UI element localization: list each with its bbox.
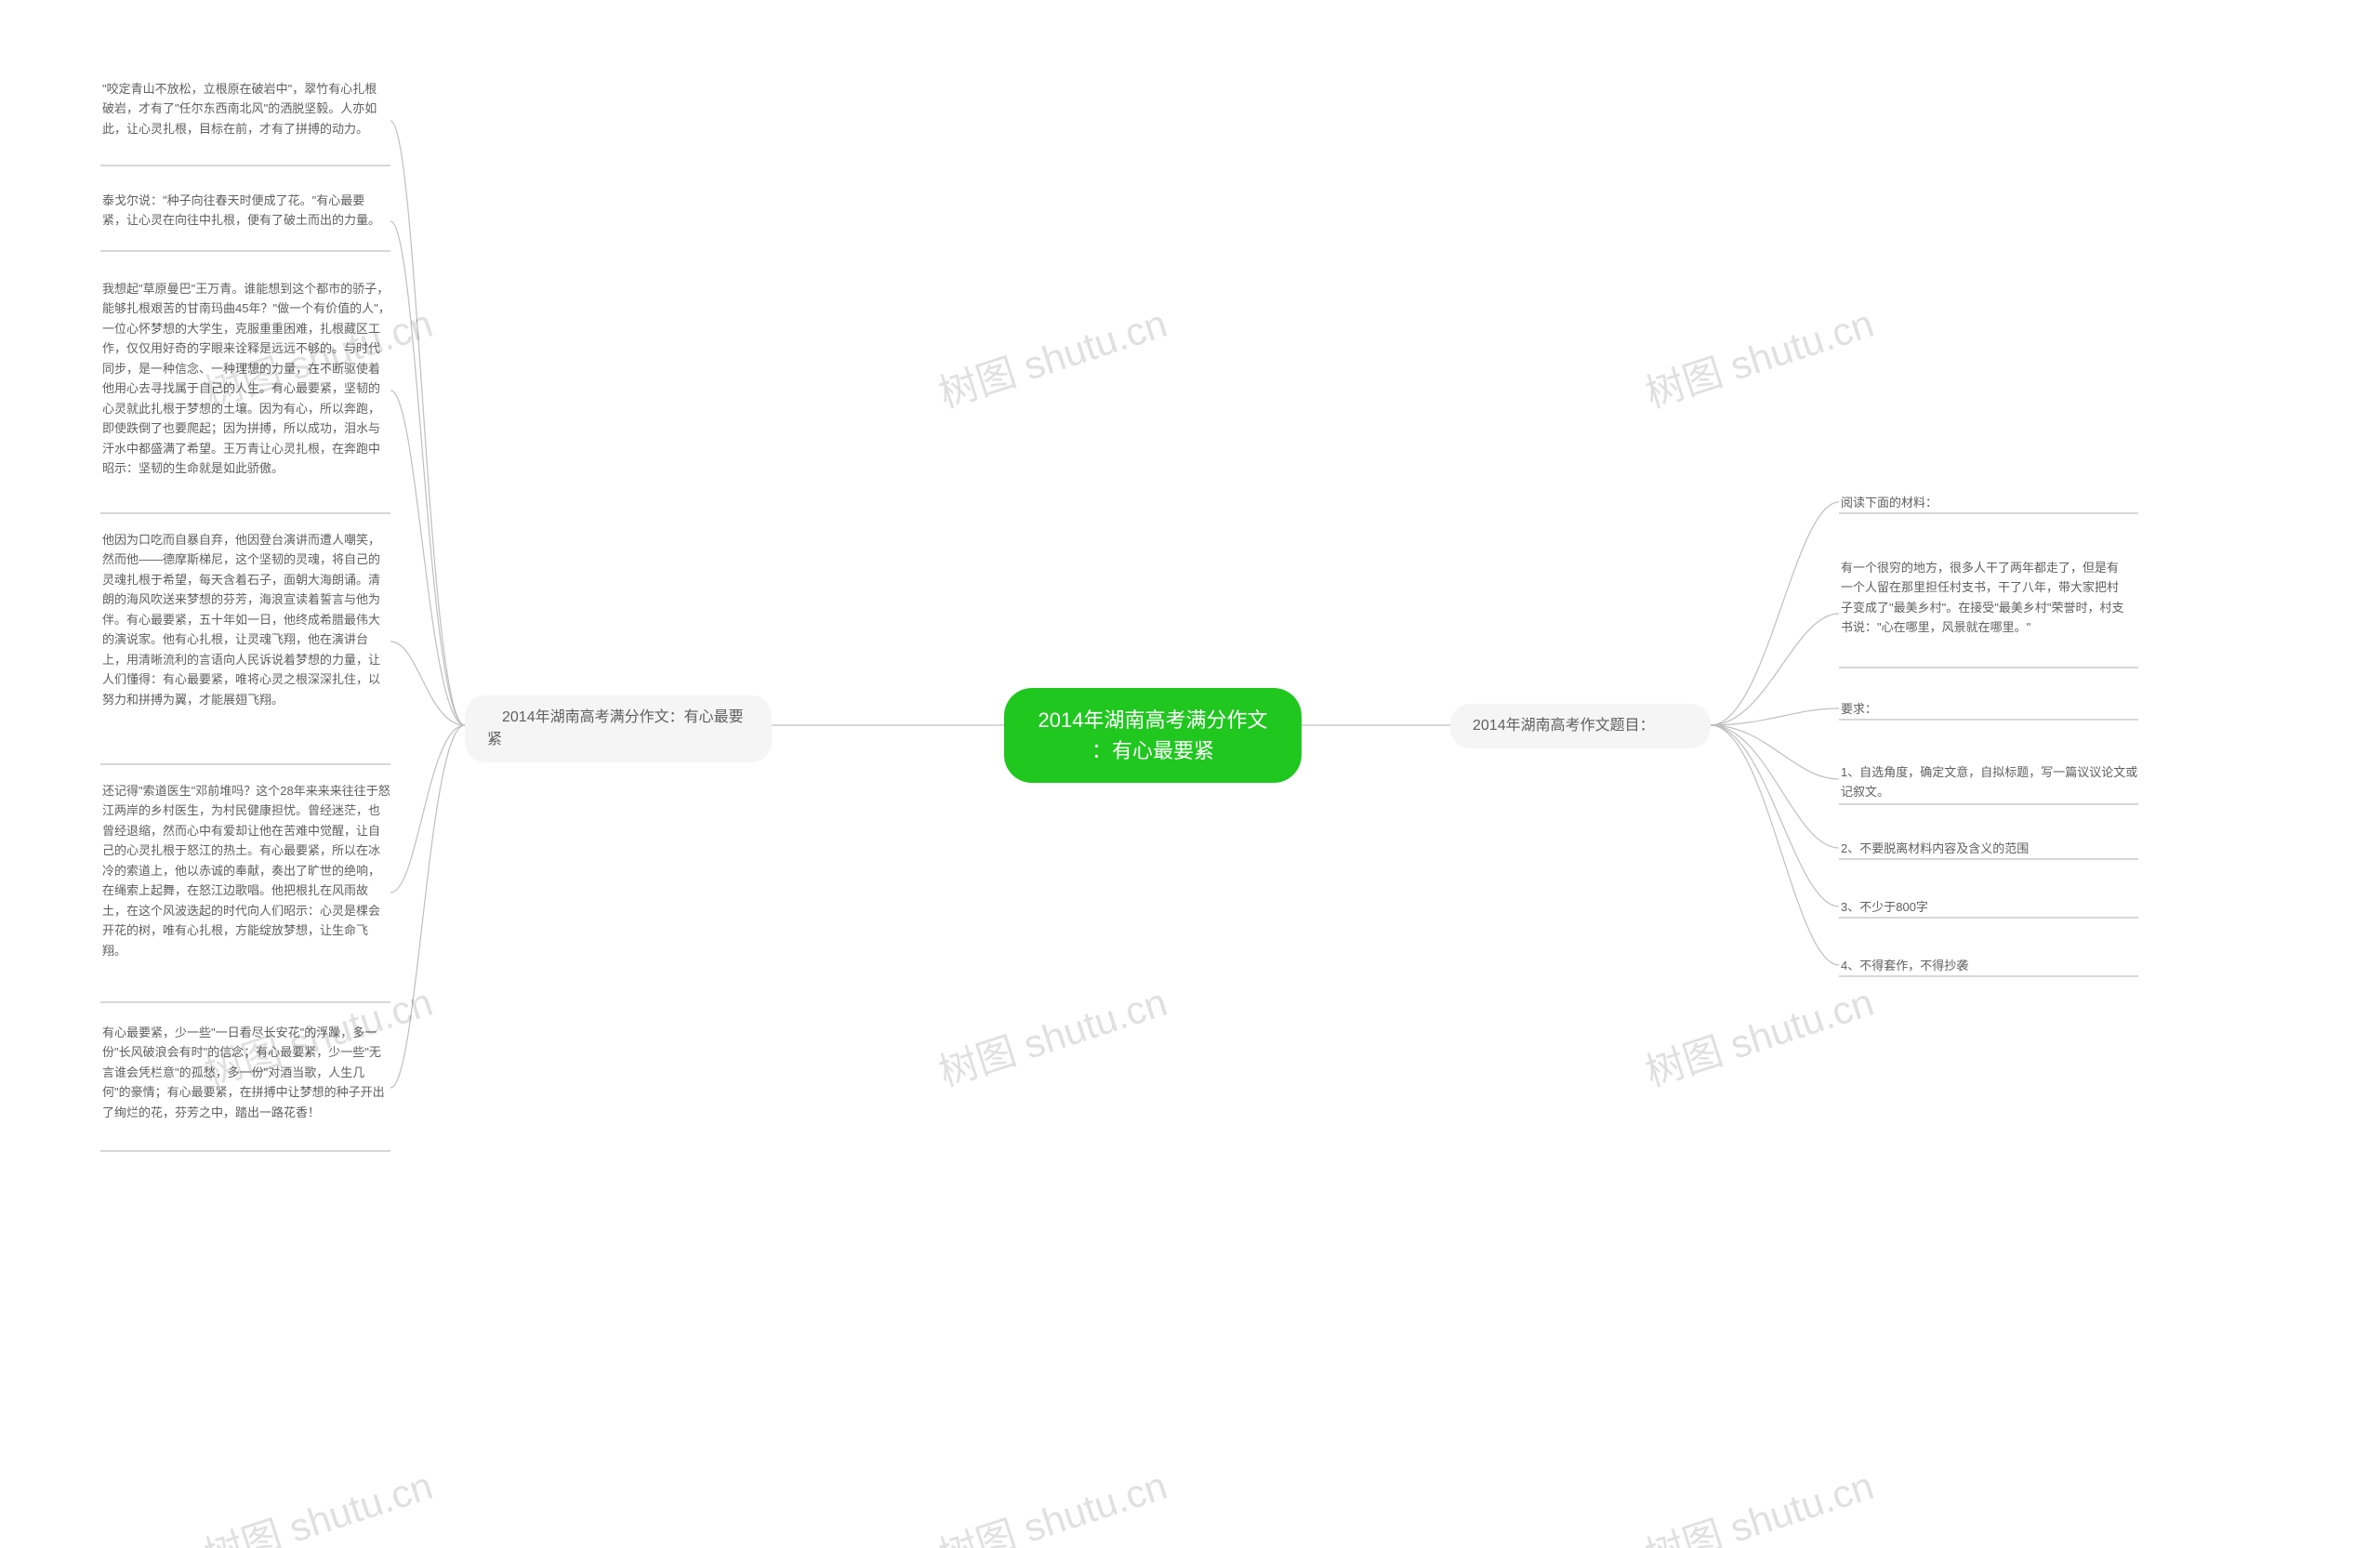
watermark-4-text: 树图 shutu.cn — [1640, 980, 1879, 1094]
left-leaf-2: 我想起"草原曼巴"王万青。谁能想到这个都市的骄子，能够扎根艰苦的甘南玛曲45年？… — [102, 279, 390, 478]
right-branch-node[interactable]: 2014年湖南高考作文题目： — [1450, 704, 1711, 748]
left-leaf-3: 他因为口吃而自暴自弃，他因登台演讲而遭人嘲笑，然而他——德摩斯梯尼，这个坚韧的灵… — [102, 530, 390, 709]
watermark-7-text: 树图 shutu.cn — [1640, 1463, 1879, 1548]
left-leaf-0-text: "咬定青山不放松，立根原在破岩中"，翠竹有心扎根破岩，才有了"任尔东西南北风"的… — [102, 82, 377, 136]
right-leaf-3-text: 1、自选角度，确定文意，自拟标题，写一篇议议论文或记叙文。 — [1841, 765, 2137, 799]
watermark-5: 树图 shutu.cn — [196, 1454, 439, 1548]
right-leaf-4: 2、不要脱离材料内容及含义的范围 — [1841, 839, 2120, 858]
mindmap-canvas: 2014年湖南高考满分作文 ：有心最要紧 2014年湖南高考作文题目： 2014… — [0, 0, 2380, 1548]
center-line1: 2014年湖南高考满分作文 — [1038, 708, 1268, 732]
watermark-6-text: 树图 shutu.cn — [933, 1463, 1172, 1548]
watermark-5-text: 树图 shutu.cn — [199, 1463, 438, 1548]
watermark-3-text: 树图 shutu.cn — [933, 980, 1172, 1094]
right-leaf-0-text: 阅读下面的材料： — [1841, 496, 1937, 509]
watermark-7: 树图 shutu.cn — [1637, 1454, 1880, 1548]
left-branch-node[interactable]: 2014年湖南高考满分作文：有心最要紧 — [465, 695, 772, 762]
left-leaf-1: 泰戈尔说："种子向往春天时便成了花。"有心最要紧，让心灵在向往中扎根，便有了破土… — [102, 191, 386, 231]
right-leaf-1: 有一个很穷的地方，很多人干了两年都走了，但是有一个人留在那里担任村支书，干了八年… — [1841, 558, 2129, 638]
left-leaf-3-text: 他因为口吃而自暴自弃，他因登台演讲而遭人嘲笑，然而他——德摩斯梯尼，这个坚韧的灵… — [102, 533, 380, 707]
watermark-1-text: 树图 shutu.cn — [1640, 301, 1879, 416]
right-leaf-5-text: 3、不少于800字 — [1841, 900, 1928, 914]
left-leaf-2-text: 我想起"草原曼巴"王万青。谁能想到这个都市的骄子，能够扎根艰苦的甘南玛曲45年？… — [102, 282, 390, 475]
right-leaf-6-text: 4、不得套作，不得抄袭 — [1841, 959, 1968, 972]
watermark-3: 树图 shutu.cn — [931, 971, 1173, 1098]
watermark-8-text: 树图 shutu.cn — [933, 301, 1172, 416]
right-leaf-4-text: 2、不要脱离材料内容及含义的范围 — [1841, 841, 2029, 855]
center-line2: ：有心最要紧 — [1091, 739, 1214, 762]
left-leaf-5-text: 有心最要紧，少一些"一日看尽长安花"的浮躁，多一份"长风破浪会有时"的信念；有心… — [102, 1025, 385, 1119]
right-leaf-1-text: 有一个很穷的地方，很多人干了两年都走了，但是有一个人留在那里担任村支书，干了八年… — [1841, 561, 2123, 634]
left-leaf-4-text: 还记得"索道医生"邓前堆吗？这个28年来来来往往于怒江两岸的乡村医生，为村民健康… — [102, 784, 390, 958]
watermark-4: 树图 shutu.cn — [1637, 971, 1880, 1098]
center-node[interactable]: 2014年湖南高考满分作文 ：有心最要紧 — [1004, 688, 1302, 783]
right-leaf-0: 阅读下面的材料： — [1841, 493, 2120, 512]
watermark-8: 树图 shutu.cn — [931, 292, 1173, 419]
right-leaf-6: 4、不得套作，不得抄袭 — [1841, 956, 2120, 975]
watermark-1: 树图 shutu.cn — [1637, 292, 1880, 419]
right-leaf-2-text: 要求： — [1841, 702, 1877, 716]
right-leaf-3: 1、自选角度，确定文意，自拟标题，写一篇议议论文或记叙文。 — [1841, 762, 2138, 802]
left-leaf-0: "咬定青山不放松，立根原在破岩中"，翠竹有心扎根破岩，才有了"任尔东西南北风"的… — [102, 79, 386, 139]
watermark-6: 树图 shutu.cn — [931, 1454, 1173, 1548]
right-leaf-2: 要求： — [1841, 699, 2120, 719]
right-branch-label: 2014年湖南高考作文题目： — [1473, 718, 1655, 734]
left-leaf-4: 还记得"索道医生"邓前堆吗？这个28年来来来往往于怒江两岸的乡村医生，为村民健康… — [102, 781, 390, 960]
left-leaf-5: 有心最要紧，少一些"一日看尽长安花"的浮躁，多一份"长风破浪会有时"的信念；有心… — [102, 1023, 390, 1122]
left-branch-label: 2014年湖南高考满分作文：有心最要紧 — [487, 709, 744, 748]
left-leaf-1-text: 泰戈尔说："种子向往春天时便成了花。"有心最要紧，让心灵在向往中扎根，便有了破土… — [102, 193, 380, 227]
right-leaf-5: 3、不少于800字 — [1841, 897, 2120, 917]
